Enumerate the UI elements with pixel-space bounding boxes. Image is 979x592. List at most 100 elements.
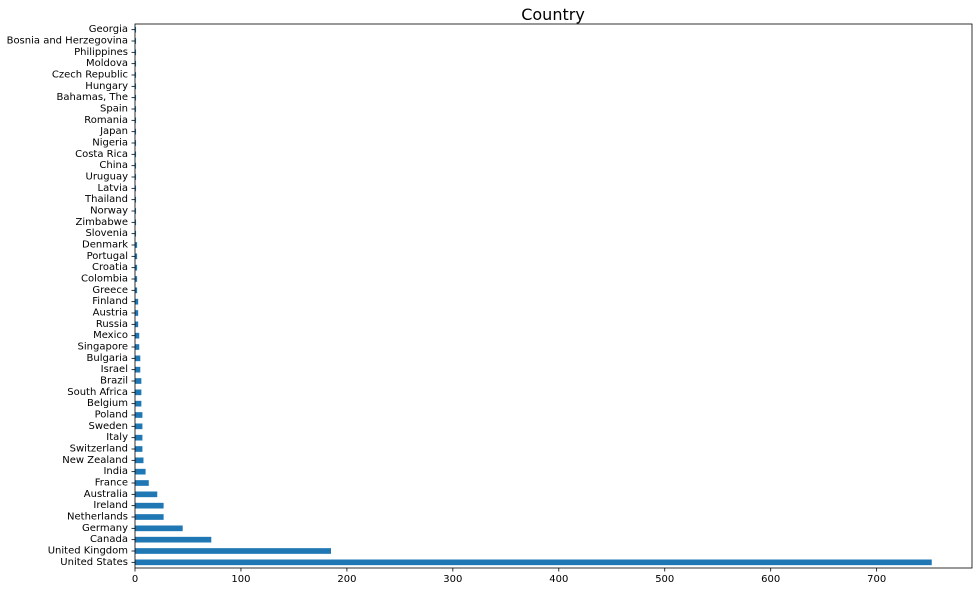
y-tick-label: Zimbabwe (75, 217, 128, 228)
bar (135, 559, 932, 566)
y-tick-label: Romania (84, 115, 128, 126)
y-tick-label: New Zealand (62, 455, 128, 466)
y-tick-label: South Africa (67, 387, 128, 398)
bar (135, 83, 137, 90)
bar (135, 60, 137, 67)
y-tick-label: Bulgaria (87, 353, 128, 364)
y-tick-label: France (95, 478, 128, 489)
y-tick-label: Singapore (78, 342, 128, 353)
bar (135, 548, 332, 554)
bar (135, 400, 142, 407)
bar (135, 196, 137, 203)
y-tick-label: Finland (92, 296, 128, 307)
chart-title: Country (521, 5, 585, 24)
y-tick-label: Bosnia and Herzegovina (7, 36, 128, 47)
y-tick-label: Philippines (74, 47, 128, 58)
y-tick-label: Denmark (82, 240, 128, 251)
bar (135, 151, 137, 158)
bar (135, 446, 143, 452)
bar (135, 298, 139, 305)
bars-group (135, 26, 932, 566)
bar (135, 423, 143, 430)
y-tick-label: Belgium (87, 398, 128, 409)
y-tick-label: Croatia (92, 262, 128, 273)
bar (135, 128, 137, 135)
y-tick-label: Netherlands (67, 512, 128, 523)
bar (135, 457, 144, 464)
y-tick-label: Moldova (86, 58, 128, 69)
y-tick-label: Italy (106, 432, 128, 443)
y-tick-label: Uruguay (86, 172, 129, 183)
bar (135, 502, 164, 509)
bar (135, 162, 137, 169)
bar (135, 26, 137, 33)
bar (135, 72, 137, 78)
y-tick-label: Thailand (84, 194, 128, 205)
x-tick-label: 500 (655, 574, 674, 585)
y-tick-label: Ireland (93, 500, 128, 511)
bar (135, 389, 142, 396)
x-tick-label: 600 (761, 574, 780, 585)
y-tick-label: Sweden (88, 421, 128, 432)
bar (135, 49, 137, 56)
bar (135, 117, 137, 124)
y-tick-label: Czech Republic (52, 70, 128, 81)
x-axis: 0 100 200 300 400 500 600 700 (132, 568, 886, 585)
y-tick-label: Greece (92, 285, 128, 296)
bar (135, 208, 137, 214)
bar (135, 242, 138, 248)
y-tick-label: Costa Rica (75, 149, 128, 160)
x-tick-label: 700 (867, 574, 886, 585)
bar (135, 94, 137, 101)
bar (135, 264, 138, 271)
bar (135, 287, 138, 294)
y-tick-label: Norway (90, 206, 128, 217)
y-tick-label: United States (60, 557, 128, 568)
bar (135, 140, 137, 146)
bar (135, 491, 158, 498)
plot-frame (134, 23, 973, 569)
bar (135, 219, 137, 226)
y-tick-label: Russia (96, 319, 128, 330)
y-tick-label: Australia (84, 489, 128, 500)
x-tick-label: 0 (132, 574, 138, 585)
y-tick-label: Israel (101, 364, 128, 375)
y-tick-label: Portugal (87, 251, 128, 262)
bar (135, 174, 137, 180)
y-tick-label: Brazil (100, 376, 128, 387)
bar (135, 480, 149, 486)
x-tick-label: 400 (549, 574, 568, 585)
y-tick-label: China (99, 160, 128, 171)
y-tick-label: Spain (100, 104, 128, 115)
y-tick-label: Poland (95, 410, 128, 421)
bar (135, 276, 138, 282)
bar (135, 434, 143, 441)
bar (135, 536, 212, 543)
y-tick-label: Bahamas, The (57, 92, 129, 103)
y-tick-label: Nigeria (92, 138, 128, 149)
bar (135, 514, 164, 520)
bar (135, 412, 143, 418)
x-tick-label: 300 (443, 574, 462, 585)
y-tick-label: India (103, 466, 128, 477)
bar (135, 378, 142, 384)
y-tick-label: Japan (99, 126, 128, 137)
y-tick-label: Mexico (93, 330, 128, 341)
bar (135, 253, 138, 260)
bar (135, 344, 140, 350)
y-tick-label: Canada (90, 534, 128, 545)
y-tick-label: United Kingdom (48, 546, 128, 557)
bar (135, 366, 141, 373)
bar (135, 321, 139, 328)
bar (135, 468, 146, 475)
y-tick-label: Switzerland (70, 444, 128, 455)
bar (135, 106, 137, 112)
bar (135, 230, 137, 237)
y-tick-label: Germany (82, 523, 128, 534)
bar (135, 38, 137, 44)
bar (135, 525, 183, 532)
x-tick-label: 100 (231, 574, 250, 585)
